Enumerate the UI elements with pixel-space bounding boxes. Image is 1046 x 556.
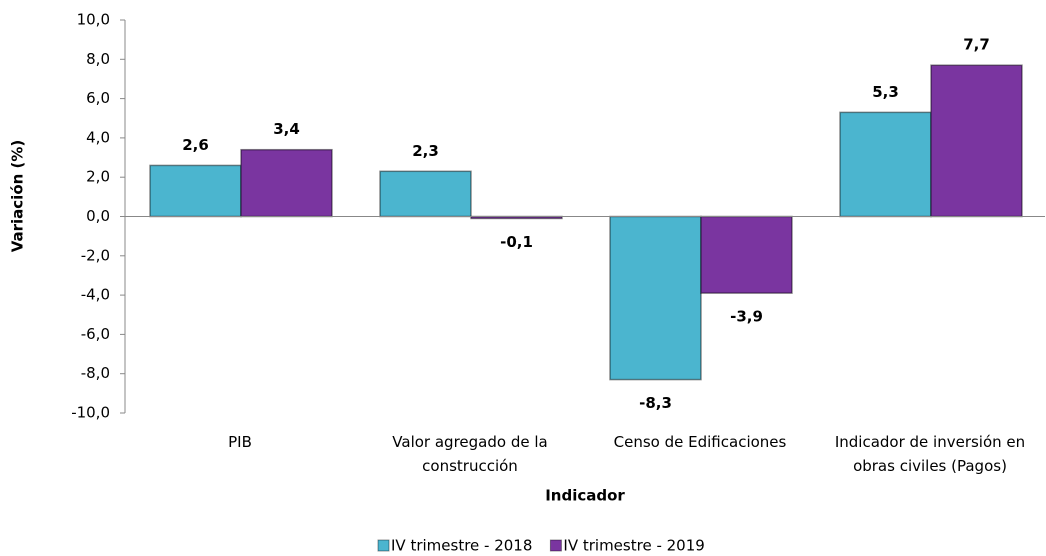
y-tick-label: -6,0 (81, 325, 110, 343)
y-tick-label: -10,0 (71, 404, 110, 422)
y-tick-label: 6,0 (86, 89, 110, 107)
y-tick-label: 2,0 (86, 168, 110, 186)
data-label: -0,1 (500, 233, 533, 251)
bar (379, 170, 472, 218)
y-tick-label: 4,0 (86, 128, 110, 146)
data-label: 3,4 (273, 120, 300, 138)
bar (700, 215, 793, 294)
y-tick-label: -4,0 (81, 286, 110, 304)
y-tick-label: -2,0 (81, 246, 110, 264)
legend-label: IV trimestre - 2019 (563, 537, 704, 555)
bar (149, 164, 242, 218)
data-label: 2,3 (412, 142, 439, 160)
legend-swatch (549, 539, 562, 552)
bar (240, 148, 333, 218)
y-axis-title: Variación (%) (9, 140, 27, 253)
y-tick-label: -8,0 (81, 364, 110, 382)
legend-label: IV trimestre - 2018 (391, 537, 532, 555)
data-label: 7,7 (963, 36, 990, 54)
y-tick-label: 10,0 (77, 11, 110, 29)
x-tick-label: Valor agregado de la construcción (392, 433, 548, 475)
bar (930, 64, 1023, 218)
x-tick-label: Indicador de inversión en obras civiles … (834, 433, 1026, 475)
legend-swatch (377, 539, 390, 552)
y-tick-label: 8,0 (86, 50, 110, 68)
bar (839, 111, 932, 218)
x-tick-label: PIB (228, 433, 252, 451)
data-label: -8,3 (639, 394, 672, 412)
y-tick-label: 0,0 (86, 207, 110, 225)
x-axis-title: Indicador (545, 487, 625, 505)
x-tick-label: Censo de Edificaciones (613, 433, 787, 451)
data-label: 2,6 (182, 136, 209, 154)
bar (609, 215, 702, 381)
data-label: -3,9 (730, 308, 763, 326)
data-label: 5,3 (872, 83, 899, 101)
